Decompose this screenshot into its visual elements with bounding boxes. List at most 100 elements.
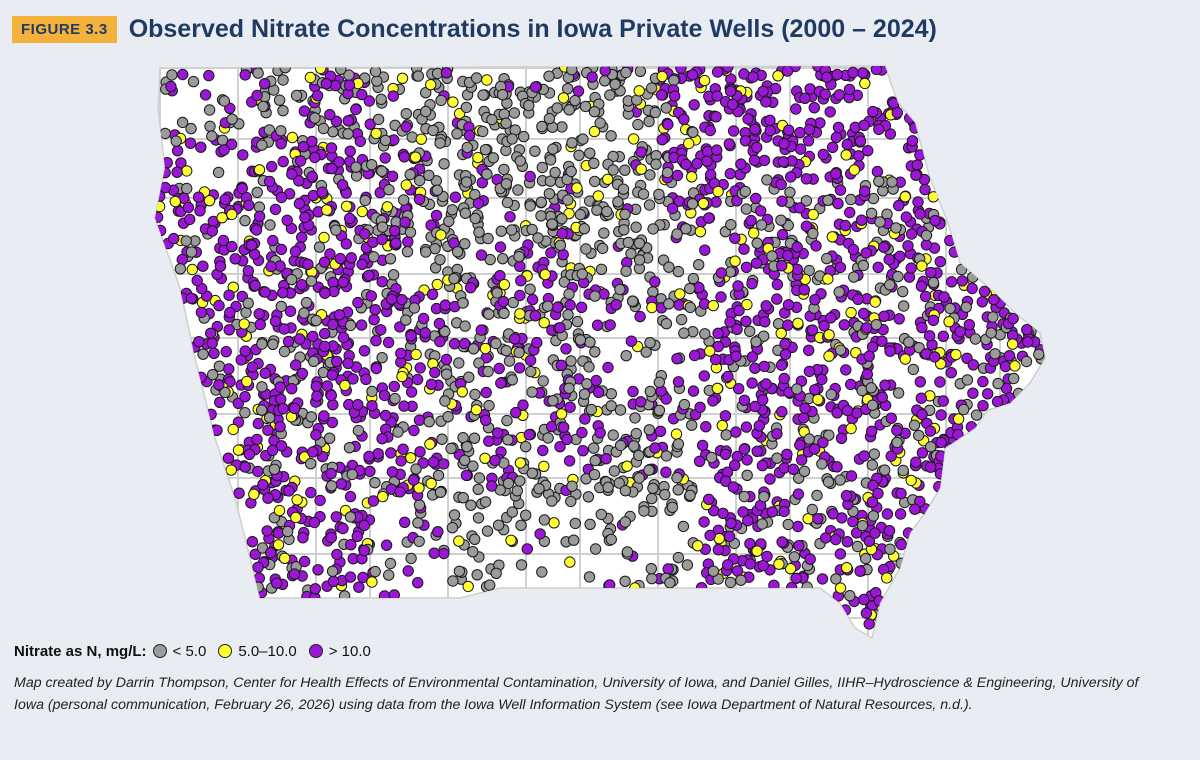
well-point [647,223,659,235]
well-point [542,300,554,312]
well-point [934,376,946,388]
well-point [776,195,788,207]
well-point [457,492,469,504]
well-point [203,104,216,116]
well-point [633,237,645,250]
well-point [660,318,673,330]
well-point [671,169,684,182]
well-point [290,89,303,102]
well-point [267,338,279,350]
well-point [387,90,400,102]
well-point [203,69,215,82]
well-point [727,98,739,111]
well-point [514,308,526,320]
well-point [252,561,264,573]
well-point [893,313,905,325]
well-point [426,288,439,301]
well-point [724,576,737,589]
well-point [982,388,994,400]
well-point [376,433,388,445]
well-point [576,268,588,280]
well-point [486,480,498,492]
well-point [902,527,915,539]
well-point [950,348,962,361]
well-point [325,142,338,154]
well-point [344,490,357,503]
well-point [830,533,842,546]
well-point [655,89,668,101]
well-point [595,263,608,276]
well-point [396,294,408,306]
well-point [329,79,342,92]
well-point [277,105,289,117]
well-point [760,378,772,390]
well-point [459,207,472,219]
well-point [431,278,443,291]
well-point [825,388,837,401]
well-point [501,196,514,209]
well-point [472,512,485,524]
well-point [223,289,235,301]
well-point [243,199,255,212]
well-point [237,149,249,161]
well-point [344,319,357,332]
well-point [914,376,926,388]
well-point [410,348,422,361]
well-point [791,241,803,253]
well-point [895,557,907,569]
well-point [750,192,762,205]
well-point [256,338,268,350]
well-point [378,389,391,402]
well-point [309,112,321,124]
well-point [203,195,216,207]
well-point [802,135,815,147]
well-point [395,347,407,360]
well-point [223,324,235,336]
well-point [263,175,276,188]
well-point [564,299,576,311]
well-point [155,211,164,223]
well-point [778,372,790,385]
well-point [898,300,910,312]
well-point [195,141,207,153]
well-point [492,519,505,531]
well-point [370,335,382,347]
well-point [857,67,869,79]
well-point [775,178,787,191]
well-point [844,206,856,219]
well-point [794,126,806,139]
well-point [969,333,982,345]
well-point [425,378,438,390]
well-point [259,78,271,90]
well-point [389,392,401,405]
well-point [809,384,821,396]
well-point [945,367,957,379]
well-point [351,530,364,542]
well-point [180,235,192,247]
well-point [468,432,481,444]
well-point [325,480,338,492]
well-point [788,551,801,563]
well-point [583,571,596,583]
well-point [184,137,197,149]
well-point [506,374,518,386]
well-point [776,260,788,272]
well-point [860,607,873,619]
well-point [586,71,598,83]
well-point [914,149,926,161]
well-point [929,214,941,227]
well-point [625,335,638,347]
well-point [712,327,724,339]
well-point [650,158,662,170]
well-point [524,200,536,212]
well-point [350,103,362,116]
well-point [904,112,916,124]
well-point [381,201,394,213]
well-point [318,256,331,268]
well-point [479,496,492,508]
well-point [496,89,509,101]
figure-title: Observed Nitrate Concentrations in Iowa … [128,14,937,43]
well-point [662,118,674,131]
well-point [313,241,326,253]
well-point [612,196,624,208]
